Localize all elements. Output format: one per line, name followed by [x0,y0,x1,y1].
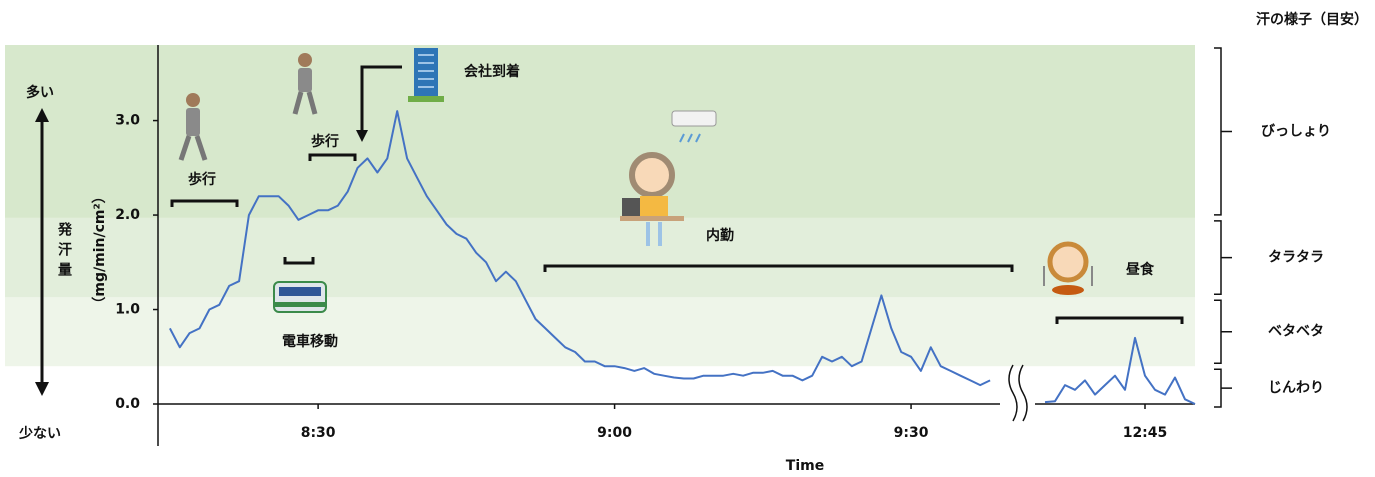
sweat-band [5,218,1195,297]
annotation: 電車移動 [282,333,338,350]
band-bracket [1214,48,1232,215]
sweat-band [5,45,1195,218]
band-label: タラタラ [1268,250,1324,266]
train-icon [274,282,326,312]
sweat-band [5,297,1195,366]
band-label: ベタベタ [1268,324,1324,340]
chart: 汗の様子（目安） 多い 少ない 発汗量 （mg/min/cm²） Time じん… [0,0,1375,477]
annotation: 歩行 [311,133,339,150]
y-tick-label: 0.0 [115,396,140,412]
band-bracket [1214,221,1232,294]
y-title: 発汗量 [56,221,73,282]
level-high: 多い [26,84,54,101]
x-tick-label: 9:30 [894,425,929,441]
band-title: 汗の様子（目安） [1256,11,1368,28]
x-tick-label: 12:45 [1123,425,1168,441]
annotation: 昼食 [1126,261,1155,278]
band-gap [1196,40,1202,370]
x-tick-label: 9:00 [597,425,632,441]
y-tick-label: 3.0 [115,113,140,129]
bands [5,45,1195,410]
x-tick-label: 8:30 [301,425,336,441]
level-low: 少ない [18,425,61,442]
band-bracket [1214,300,1232,363]
x-axis-label: Time [786,458,824,474]
annotation: 歩行 [188,171,216,188]
y-tick-label: 2.0 [115,207,140,223]
y-tick-label: 1.0 [115,302,140,318]
band-bracket [1214,369,1232,407]
y-axis-label: （mg/min/cm²） [92,189,108,310]
band-label: じんわり [1268,380,1324,396]
band-label: びっしょり [1261,123,1331,139]
annotation: 内勤 [706,227,734,244]
annotation: 会社到着 [464,63,520,80]
